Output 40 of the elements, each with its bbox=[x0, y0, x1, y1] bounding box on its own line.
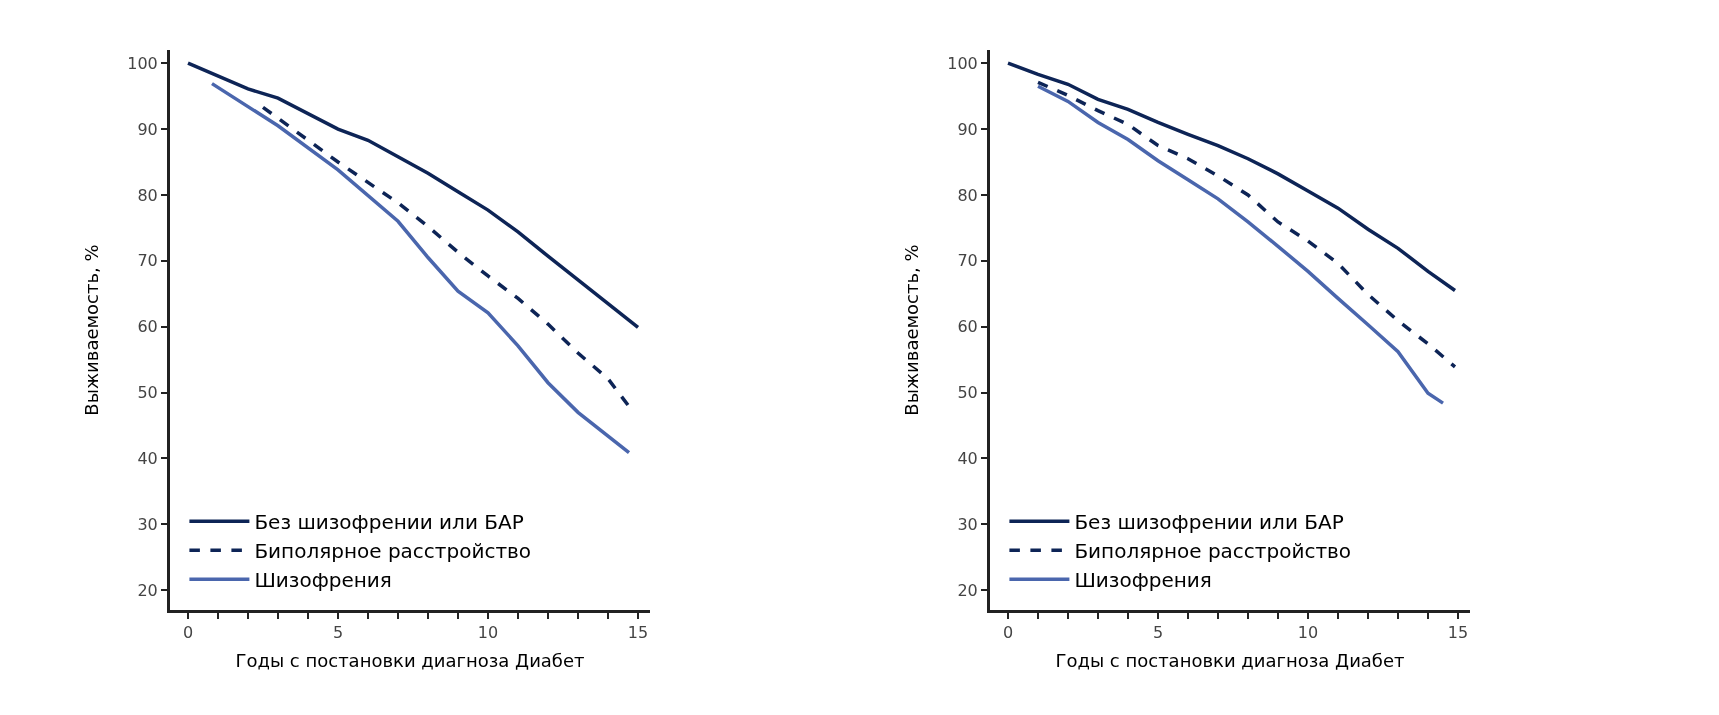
x-tick-label: 0 bbox=[182, 623, 194, 643]
legend-label: Шизофрения bbox=[254, 568, 392, 593]
y-tick-label: 60 bbox=[137, 317, 158, 337]
y-tick-label: 40 bbox=[137, 449, 158, 469]
y-tick-label: 20 bbox=[137, 580, 158, 600]
line-series bbox=[186, 61, 640, 330]
y-tick-label: 30 bbox=[957, 514, 978, 534]
legend-label: Без шизофрении или БАР bbox=[1074, 510, 1344, 535]
y-tick-label: 70 bbox=[957, 251, 978, 271]
y-tick-label: 50 bbox=[957, 383, 978, 403]
x-tick-label: 0 bbox=[1002, 623, 1014, 643]
x-tick-label: 5 bbox=[1152, 623, 1164, 643]
y-tick-label: 70 bbox=[137, 251, 158, 271]
line-series bbox=[261, 105, 631, 409]
y-tick-label: 80 bbox=[137, 185, 158, 205]
y-tick-label: 20 bbox=[957, 580, 978, 600]
x-axis-title: Годы с постановки диагноза Диабет bbox=[235, 650, 585, 672]
y-axis-title: Выживаемость, % bbox=[81, 244, 103, 416]
line-series bbox=[1006, 61, 1457, 293]
x-tick-label: 15 bbox=[1447, 623, 1469, 643]
x-tick-label: 5 bbox=[332, 623, 344, 643]
y-tick-label: 60 bbox=[957, 317, 978, 337]
x-tick-label: 15 bbox=[627, 623, 649, 643]
y-tick-label: 50 bbox=[137, 383, 158, 403]
legend-label: Биполярное расстройство bbox=[254, 539, 532, 564]
y-tick-label: 40 bbox=[957, 449, 978, 469]
x-axis-title: Годы с постановки диагноза Диабет bbox=[1055, 650, 1405, 672]
y-axis-title: Выживаемость, % bbox=[901, 244, 923, 416]
x-tick-label: 10 bbox=[1297, 623, 1319, 643]
legend-label: Биполярное расстройство bbox=[1074, 539, 1352, 564]
line-series bbox=[210, 81, 631, 455]
y-tick-label: 90 bbox=[137, 119, 158, 139]
y-tick-label: 90 bbox=[957, 119, 978, 139]
y-tick-label: 100 bbox=[947, 53, 978, 73]
y-tick-label: 30 bbox=[137, 514, 158, 534]
legend-label: Без шизофрении или БАР bbox=[254, 510, 524, 535]
legend-label: Шизофрения bbox=[1074, 568, 1212, 593]
y-tick-label: 100 bbox=[127, 53, 158, 73]
y-tick-label: 80 bbox=[957, 185, 978, 205]
x-tick-label: 10 bbox=[477, 623, 499, 643]
